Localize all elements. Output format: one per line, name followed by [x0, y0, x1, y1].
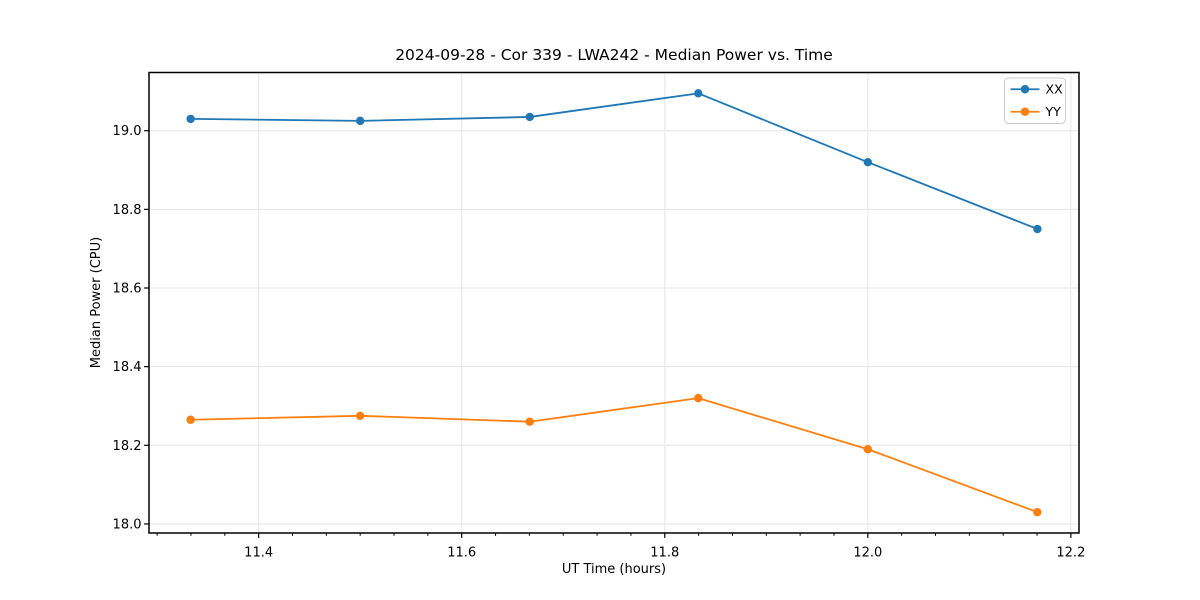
series-yy-marker: [863, 445, 873, 454]
series-xx-line: [189, 92, 1039, 230]
series-yy-marker: [355, 411, 365, 421]
x-tick-label: 12.2: [1056, 546, 1085, 561]
legend-label-xx: XX: [1046, 82, 1064, 97]
y-tick-label: 18.6: [113, 282, 142, 297]
y-tick-label: 18.4: [113, 360, 142, 375]
x-axis-label: UT Time (hours): [562, 562, 666, 577]
grid: [149, 72, 1079, 533]
x-tick-label: 11.6: [447, 546, 476, 561]
x-tick-label: 11.8: [650, 546, 679, 561]
series-xx-marker: [186, 114, 195, 124]
chart-title: 2024-09-28 - Cor 339 - LWA242 - Median P…: [395, 46, 833, 64]
series-yy-marker: [186, 415, 195, 424]
y-tick-label: 19.0: [113, 124, 142, 139]
series-xx-marker: [863, 157, 873, 167]
series-xx-marker: [1033, 224, 1042, 234]
legend: XX YY: [1004, 77, 1066, 124]
y-tick-label: 18.8: [113, 203, 142, 218]
series-xx-marker: [355, 116, 365, 126]
y-tick-label: 18.2: [113, 439, 142, 454]
x-tick-label: 11.4: [244, 546, 273, 561]
axes: 11.4 11.6 11.8 12.0 12.2 18.0 18.2 18.4 18.6 18.8…: [113, 71, 1085, 561]
y-axis-label: Median Power (CPU): [89, 237, 104, 368]
series: [186, 89, 1042, 517]
legend-marker-yy: [1020, 107, 1030, 116]
x-tick-label: 12.0: [853, 546, 882, 561]
legend-label-yy: YY: [1045, 104, 1062, 119]
plot-frame: [148, 71, 1080, 534]
series-xx-marker: [525, 112, 534, 122]
series-xx-marker: [694, 89, 703, 98]
series-yy-marker: [1033, 507, 1042, 517]
legend-marker-xx: [1020, 85, 1030, 94]
y-tick-label: 18.0: [113, 517, 142, 532]
series-yy-marker: [525, 417, 534, 426]
series-yy-marker: [694, 393, 703, 403]
series-yy-line: [189, 397, 1039, 514]
